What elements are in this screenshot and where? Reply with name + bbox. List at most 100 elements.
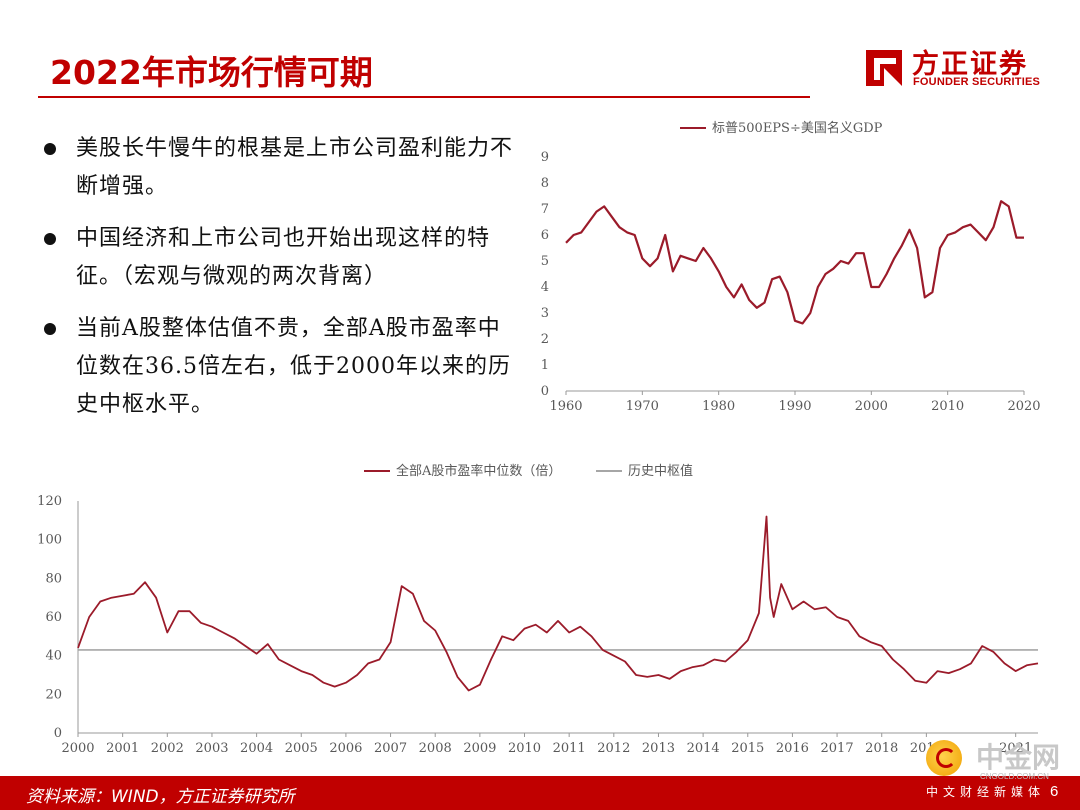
y-tick-label: 9 (541, 150, 549, 165)
data-point (848, 263, 850, 265)
y-tick-label: 8 (541, 176, 549, 191)
data-point (557, 620, 559, 622)
data-point (901, 245, 903, 247)
data-point (669, 678, 671, 680)
data-point (300, 670, 302, 672)
data-point (580, 626, 582, 628)
data-point (959, 668, 961, 670)
data-point (155, 597, 157, 599)
logo-mark-icon (866, 50, 902, 86)
x-tick-label: 2018 (865, 741, 898, 756)
founder-securities-logo: 方正证券 FOUNDER SECURITIES (862, 42, 1042, 92)
bullet-list: 美股长牛慢牛的根基是上市公司盈利能力不断增强。 中国经济和上市公司也开始出现这样… (40, 130, 520, 438)
data-point (588, 221, 590, 223)
x-tick-label: 2017 (821, 741, 854, 756)
data-point (937, 670, 939, 672)
y-tick-label: 2 (541, 332, 549, 347)
y-tick-label: 0 (54, 726, 62, 741)
bullet-text: 中国经济和上市公司也开始出现这样的特征。（宏观与微观的两次背离） (76, 226, 491, 289)
data-point (446, 651, 448, 653)
data-point (840, 260, 842, 262)
data-point (859, 636, 861, 638)
data-point (603, 206, 605, 208)
watermark-subtitle: 中文财经新媒体 (926, 785, 1046, 799)
data-point (863, 252, 865, 254)
data-point (758, 612, 760, 614)
data-point (1037, 663, 1039, 665)
bullet-item: 当前A股整体估值不贵，全部A股市盈率中位数在36.5倍左右，低于2000年以来的… (40, 310, 520, 424)
data-point (769, 597, 771, 599)
bullet-text: 美股长牛慢牛的根基是上市公司盈利能力不断增强。 (76, 136, 514, 199)
data-point (591, 636, 593, 638)
data-point (312, 674, 314, 676)
bullet-dot-icon (44, 323, 56, 335)
data-point (970, 663, 972, 665)
x-tick-label: 2001 (106, 741, 139, 756)
data-point (903, 668, 905, 670)
data-point (289, 665, 291, 667)
data-point (825, 607, 827, 609)
data-point (766, 516, 768, 518)
data-point (624, 661, 626, 663)
y-tick-label: 0 (541, 384, 549, 399)
legend-label: 标普500EPS÷美国名义GDP (712, 120, 883, 136)
data-point (642, 258, 644, 260)
data-point (939, 247, 941, 249)
x-tick-label: 2000 (61, 741, 94, 756)
eps-gdp-chart: 0 1 2 3 4 5 6 7 8 9 1960 1970 1980 1990 2000 2010 2020 标普… (541, 120, 1041, 414)
y-tick-label: 120 (37, 494, 62, 509)
data-point (77, 647, 79, 649)
data-point (926, 682, 928, 684)
x-tick-label: 2013 (642, 741, 675, 756)
data-point (962, 226, 964, 228)
data-point (647, 676, 649, 678)
data-point (412, 593, 414, 595)
x-tick-label: 1970 (626, 399, 659, 414)
x-tick-label: 1960 (549, 399, 582, 414)
data-point (871, 286, 873, 288)
data-point (802, 323, 804, 325)
y-tick-label: 6 (541, 228, 549, 243)
x-tick-label: 2020 (1007, 399, 1040, 414)
data-point (773, 616, 775, 618)
data-point (702, 665, 704, 667)
cngold-logo-icon (926, 740, 962, 776)
data-point (985, 239, 987, 241)
data-point (479, 684, 481, 686)
data-point (977, 232, 979, 234)
data-point (687, 258, 689, 260)
data-point (546, 632, 548, 634)
data-point (914, 680, 916, 682)
data-point (718, 271, 720, 273)
data-point (832, 268, 834, 270)
data-point (88, 616, 90, 618)
data-point (955, 232, 957, 234)
data-point (613, 655, 615, 657)
data-point (100, 601, 102, 603)
data-point (836, 616, 838, 618)
y-tick-label: 1 (541, 358, 549, 373)
data-point (535, 624, 537, 626)
data-point (747, 639, 749, 641)
data-point (189, 610, 191, 612)
x-tick-label: 2003 (195, 741, 228, 756)
data-point (771, 278, 773, 280)
data-point (916, 247, 918, 249)
data-point (267, 643, 269, 645)
data-point (278, 659, 280, 661)
x-tick-label: 1990 (778, 399, 811, 414)
data-point (222, 632, 224, 634)
data-point (847, 620, 849, 622)
data-point (970, 224, 972, 226)
data-point (434, 630, 436, 632)
y-tick-label: 7 (541, 202, 549, 217)
x-tick-label: 2005 (285, 741, 318, 756)
data-point (794, 320, 796, 322)
x-tick-label: 2010 (931, 399, 964, 414)
data-point (809, 312, 811, 314)
data-point (634, 234, 636, 236)
data-point (855, 252, 857, 254)
data-point (596, 211, 598, 213)
data-point (468, 690, 470, 692)
data-point (710, 258, 712, 260)
